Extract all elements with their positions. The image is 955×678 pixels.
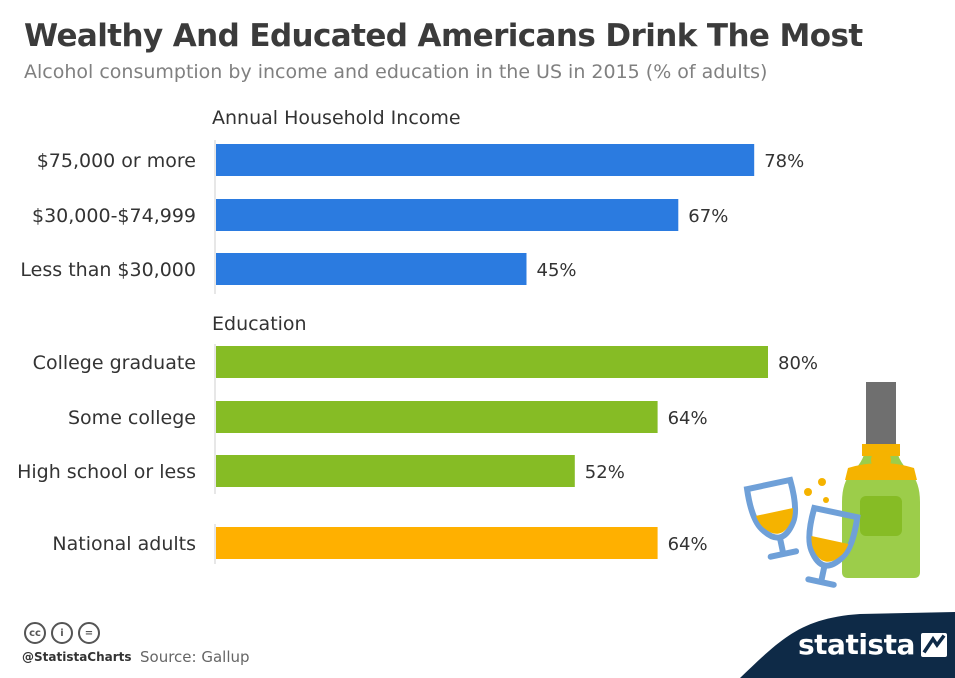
category-label: College graduate <box>33 352 196 374</box>
chart-marks: Annual Household Income $75,000 or more 78… <box>17 107 818 564</box>
license-icons: cc i = <box>24 622 100 644</box>
bar <box>216 253 527 285</box>
category-label: Less than $30,000 <box>20 259 196 281</box>
chart-subtitle: Alcohol consumption by income and educat… <box>24 61 768 83</box>
category-label: $75,000 or more <box>37 150 196 172</box>
data-label: 67% <box>688 206 728 227</box>
statista-handle[interactable]: @StatistaCharts <box>22 650 132 664</box>
bar <box>216 527 658 559</box>
data-label: 64% <box>668 408 708 429</box>
category-label: National adults <box>52 533 196 555</box>
statista-logo-text: statista <box>798 628 915 661</box>
creative-commons-icon[interactable]: cc <box>24 622 46 644</box>
bar <box>216 346 768 378</box>
statista-logo[interactable]: statista <box>798 628 947 661</box>
category-label: High school or less <box>17 461 196 483</box>
data-label: 80% <box>778 353 818 374</box>
no-derivatives-icon[interactable]: = <box>78 622 100 644</box>
bar <box>216 199 679 231</box>
bar <box>216 144 755 176</box>
chart-title: Wealthy And Educated Americans Drink The… <box>24 18 863 54</box>
bar <box>216 455 575 487</box>
bar <box>216 401 658 433</box>
group-header: Education <box>212 313 307 335</box>
data-label: 64% <box>668 534 708 555</box>
statista-logo-icon <box>920 632 947 657</box>
data-label: 52% <box>585 462 625 483</box>
category-label: $30,000-$74,999 <box>32 205 196 227</box>
category-label: Some college <box>68 407 196 429</box>
attribution-icon[interactable]: i <box>51 622 73 644</box>
source-note: Source: Gallup <box>140 648 250 666</box>
data-label: 78% <box>764 151 804 172</box>
group-header: Annual Household Income <box>212 107 461 129</box>
data-label: 45% <box>537 260 577 281</box>
